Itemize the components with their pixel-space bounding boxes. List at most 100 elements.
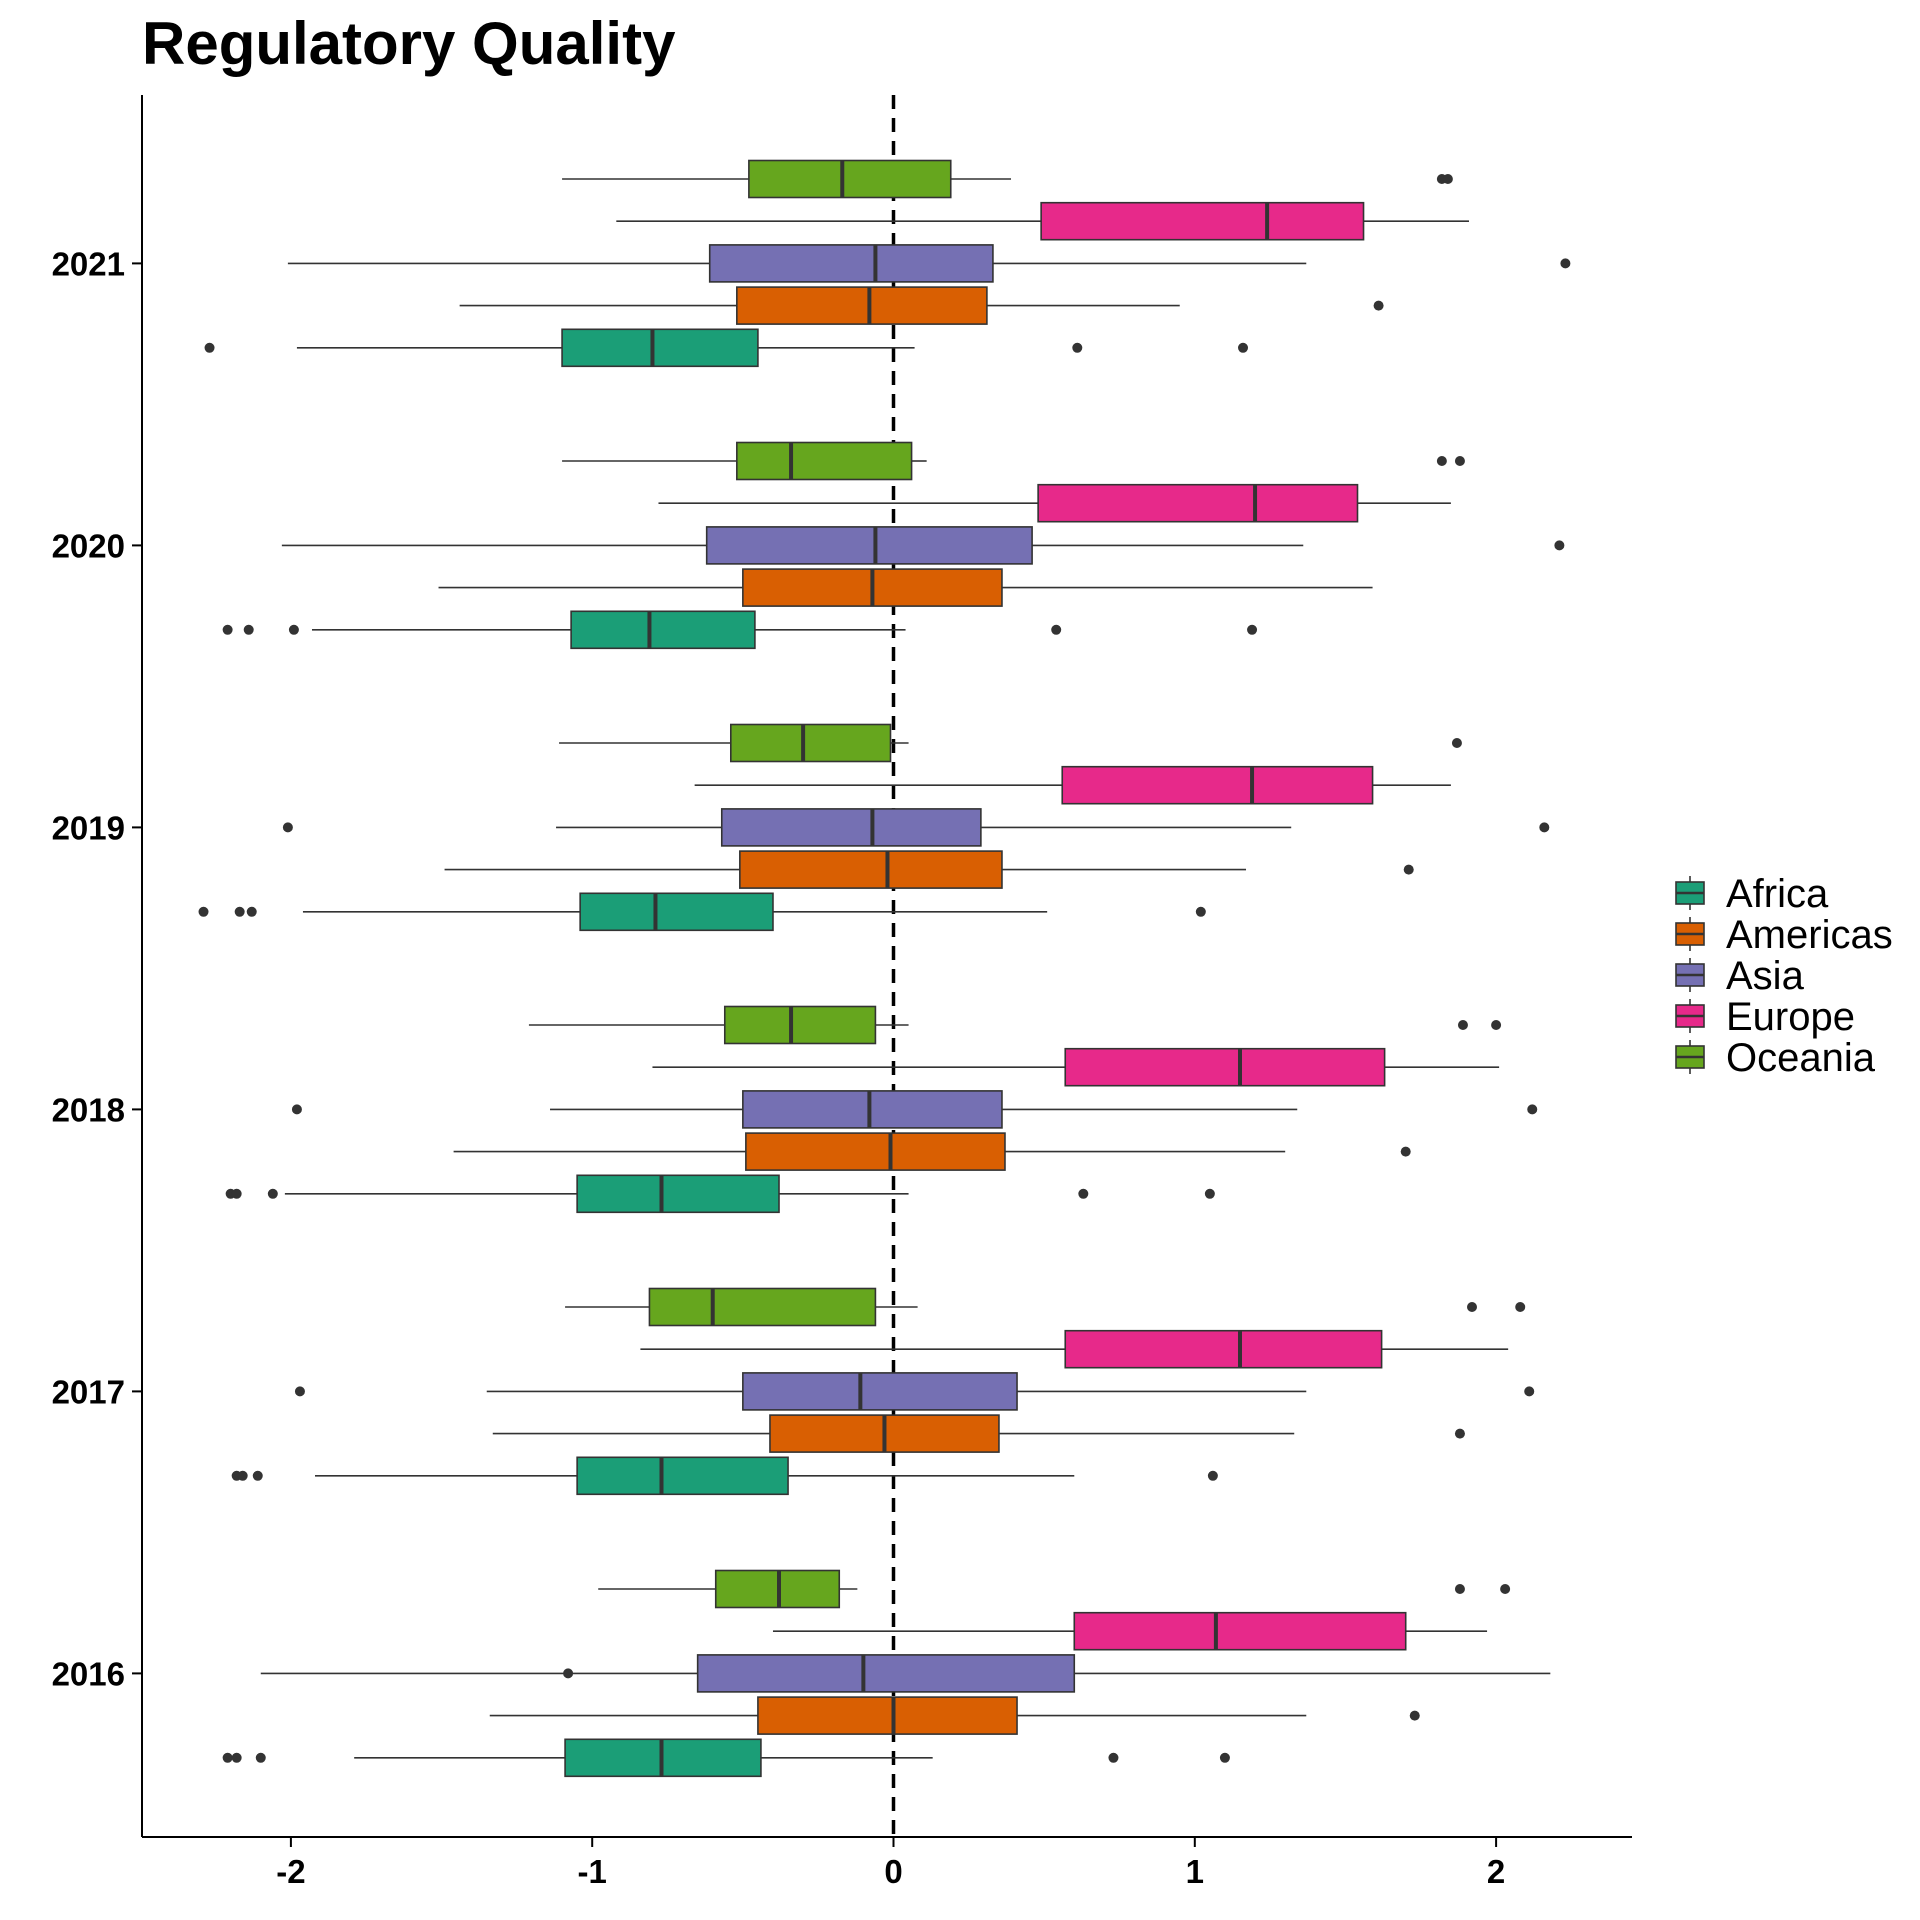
chart-title: Regulatory Quality: [142, 10, 676, 77]
box-europe-2017: [640, 1329, 1509, 1369]
outlier-point: [1454, 1428, 1465, 1439]
series-europe: [616, 201, 1509, 1651]
box-americas-2020: [438, 568, 1373, 607]
x-tick-label: -2: [276, 1853, 305, 1890]
box-africa-2016: [222, 1738, 1230, 1778]
outlier-point: [291, 1104, 302, 1115]
outlier-point: [1400, 1146, 1411, 1157]
box-africa-2020: [222, 610, 1258, 650]
outlier-point: [1072, 342, 1083, 353]
box-iqr: [648, 1287, 877, 1327]
box-iqr: [1040, 201, 1365, 241]
box-iqr: [708, 244, 994, 283]
legend-label: Africa: [1726, 872, 1829, 916]
axes: -2 -1 0 1 2 2021 2020 2019 2018 2017 2016: [52, 95, 1632, 1890]
box-asia-2016: [260, 1654, 1551, 1693]
outlier-point: [198, 906, 209, 917]
outlier-point: [1373, 300, 1384, 311]
outlier-point: [1500, 1584, 1511, 1594]
box-iqr: [570, 610, 756, 650]
box-africa-2018: [225, 1174, 1215, 1214]
outlier-point: [1108, 1752, 1119, 1763]
y-tick-label: 2016: [52, 1655, 125, 1692]
box-iqr: [561, 328, 759, 368]
box-iqr: [1064, 1047, 1386, 1087]
box-americas-2016: [489, 1696, 1420, 1735]
legend-item-asia: Asia: [1675, 954, 1805, 998]
outlier-point: [255, 1752, 266, 1763]
plot-area: [198, 95, 1571, 1837]
outlier-point: [222, 1752, 233, 1763]
outlier-point: [1078, 1188, 1089, 1199]
box-iqr: [723, 1005, 877, 1045]
outlier-point: [563, 1668, 574, 1679]
box-iqr: [576, 1174, 780, 1214]
legend-item-oceania: Oceania: [1675, 1036, 1876, 1080]
outlier-point: [1204, 1188, 1215, 1199]
outlier-point: [222, 624, 233, 635]
outlier-point: [1560, 258, 1571, 269]
box-europe-2020: [658, 483, 1451, 523]
box-asia-2017: [294, 1372, 1535, 1411]
outlier-point: [1524, 1386, 1535, 1397]
legend-item-europe: Europe: [1675, 995, 1855, 1039]
box-asia-2021: [287, 244, 1571, 283]
x-tick-label: 1: [1186, 1853, 1204, 1890]
box-iqr: [720, 808, 982, 847]
x-tick-label: 0: [884, 1853, 902, 1890]
outlier-point: [1195, 906, 1206, 917]
box-iqr: [742, 1090, 1003, 1129]
outlier-point: [1409, 1710, 1420, 1721]
outlier-point: [231, 1752, 242, 1763]
y-tick-label: 2021: [52, 245, 125, 282]
box-europe-2018: [652, 1047, 1500, 1087]
outlier-point: [252, 1470, 263, 1481]
series-asia: [260, 244, 1571, 1693]
y-tick-label: 2019: [52, 809, 125, 846]
outlier-point: [1454, 456, 1465, 466]
outlier-point: [1454, 1584, 1465, 1594]
box-iqr: [579, 892, 774, 932]
box-iqr: [748, 159, 952, 199]
box-iqr: [1073, 1611, 1407, 1651]
box-africa-2019: [198, 892, 1206, 932]
box-oceania-2017: [565, 1287, 1526, 1327]
legend-item-africa: Africa: [1675, 872, 1829, 916]
outlier-point: [231, 1188, 242, 1199]
outlier-point: [1247, 624, 1258, 635]
outlier-point: [1554, 540, 1565, 551]
legend-label: Oceania: [1726, 1036, 1876, 1080]
box-africa-2021: [204, 328, 1249, 368]
outlier-point: [1466, 1302, 1477, 1312]
x-tick-label: 2: [1487, 1853, 1505, 1890]
box-iqr: [729, 723, 892, 763]
series-africa: [198, 328, 1258, 1778]
outlier-point: [1457, 1020, 1468, 1030]
box-asia-2018: [291, 1090, 1538, 1129]
box-americas-2019: [444, 850, 1414, 889]
outlier-point: [1207, 1470, 1218, 1481]
box-oceania-2018: [528, 1005, 1502, 1045]
box-iqr: [739, 850, 1003, 889]
outlier-point: [1403, 864, 1414, 875]
outlier-point: [1051, 624, 1062, 635]
box-africa-2017: [231, 1456, 1218, 1496]
legend-label: Asia: [1726, 954, 1805, 998]
outlier-point: [1515, 1302, 1526, 1312]
box-americas-2021: [459, 286, 1384, 325]
box-asia-2019: [282, 808, 1550, 847]
box-iqr: [757, 1696, 1018, 1735]
legend-label: Europe: [1726, 995, 1855, 1039]
y-tick-label: 2018: [52, 1091, 125, 1128]
outlier-point: [1219, 1752, 1230, 1763]
y-tick-label: 2020: [52, 527, 125, 564]
box-iqr: [1064, 1329, 1383, 1369]
box-iqr: [736, 441, 913, 481]
outlier-point: [237, 1470, 248, 1481]
box-iqr: [1061, 765, 1374, 805]
box-europe-2021: [616, 201, 1469, 241]
legend-item-americas: Americas: [1675, 913, 1893, 957]
box-europe-2019: [694, 765, 1451, 805]
box-iqr: [742, 1372, 1018, 1411]
